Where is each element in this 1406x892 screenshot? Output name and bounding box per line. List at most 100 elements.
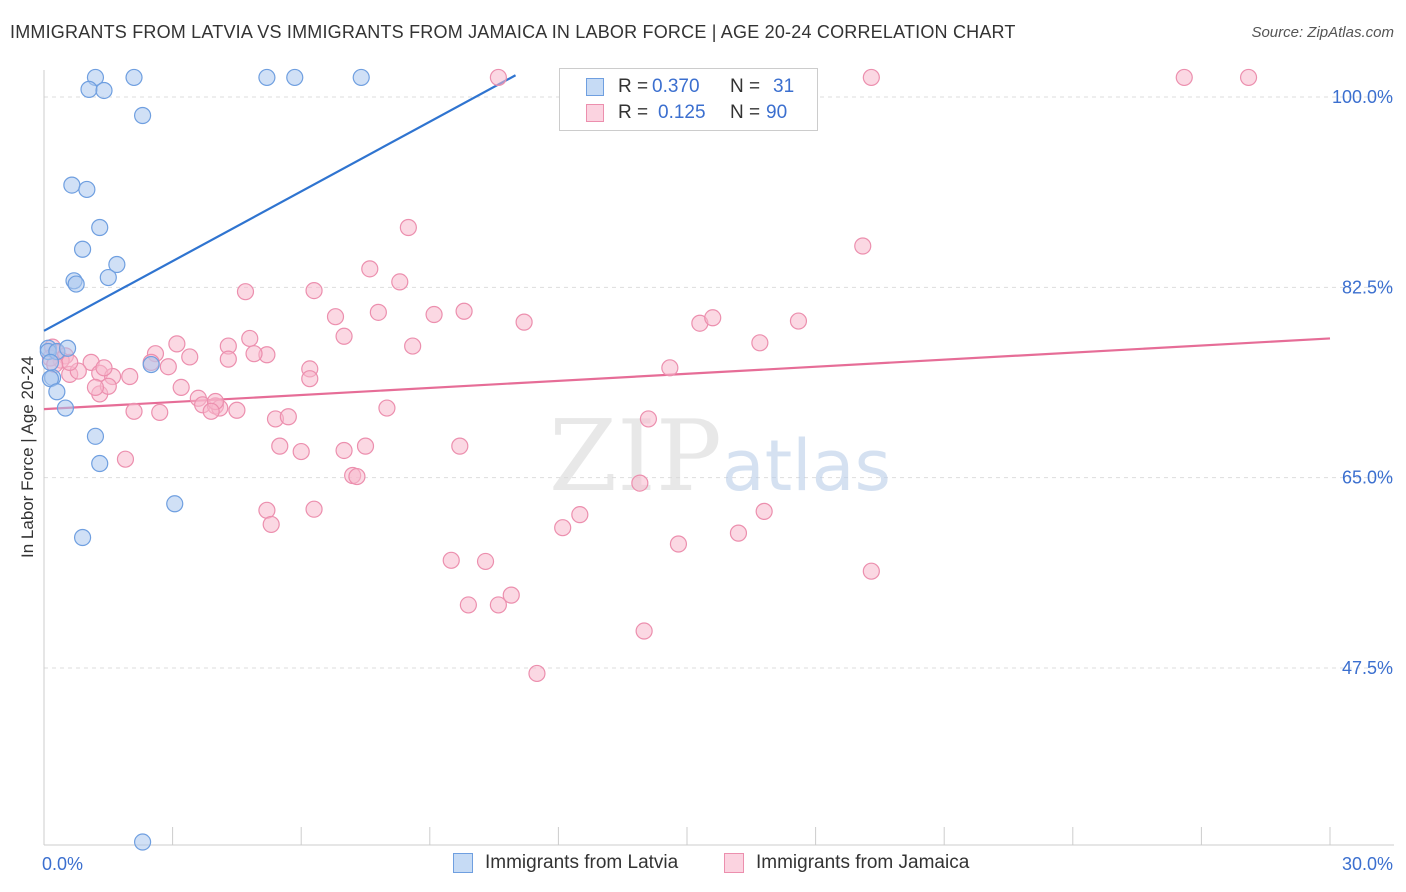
point-jamaica [236,283,255,301]
point-jamaica [489,68,507,87]
x-tick-label-min: 0.0% [42,854,83,874]
axes [43,70,1394,846]
point-jamaica [335,441,353,460]
point-jamaica [451,437,469,455]
legend-swatch-jamaica [586,104,604,122]
point-jamaica [1239,68,1258,87]
point-jamaica [729,524,748,542]
y-tick-label: 100.0% [1332,87,1393,107]
legend-r-value-latvia: 0.370 [652,76,700,97]
point-jamaica [489,596,507,614]
legend-n-value-jamaica: 90 [766,102,788,123]
point-jamaica [181,348,199,366]
y-tick-label: 65.0% [1342,468,1393,488]
point-jamaica [862,68,880,87]
point-jamaica [258,501,276,519]
point-jamaica [95,359,113,377]
point-jamaica [305,500,323,518]
point-latvia [95,81,113,100]
point-latvia [48,383,66,401]
point-jamaica [751,334,769,352]
x-tick-label-max: 30.0% [1342,854,1393,874]
point-jamaica [378,399,396,417]
point-jamaica [391,273,409,291]
point-jamaica [515,313,533,331]
point-jamaica [125,402,143,420]
point-latvia [142,355,160,374]
chart-title: IMMIGRANTS FROM LATVIA VS IMMIGRANTS FRO… [10,22,1016,42]
tick-labels: 100.0% 82.5% 65.0% 47.5% 0.0% 30.0% [42,87,1393,874]
point-jamaica [86,378,105,396]
point-latvia [166,495,184,513]
point-jamaica [245,345,263,363]
point-latvia [63,176,81,194]
point-latvia [67,275,85,293]
point-jamaica [271,437,289,455]
point-jamaica [121,367,139,386]
gridlines [44,96,1394,669]
point-jamaica [459,596,477,614]
point-latvia [91,454,109,473]
correlation-legend: R = 0.370 N = 31 R = 0.125 N = 90 [559,68,818,131]
point-jamaica [789,312,808,330]
point-jamaica [704,309,722,327]
point-jamaica [172,378,190,396]
point-jamaica [442,551,460,569]
point-jamaica [61,353,79,371]
point-jamaica [219,350,237,368]
point-jamaica [241,329,259,348]
point-latvia [73,240,92,258]
legend-r-label: R = [618,102,649,123]
point-jamaica [528,664,546,683]
point-jamaica [292,442,310,461]
point-jamaica [554,519,572,537]
bottom-legend-label-jamaica: Immigrants from Jamaica [756,852,970,873]
point-latvia [99,268,117,287]
y-tick-label: 47.5% [1342,658,1393,678]
point-jamaica [661,359,679,377]
point-latvia [125,68,143,87]
point-jamaica [151,403,169,422]
point-jamaica [571,506,589,524]
point-latvia [91,218,109,237]
point-jamaica [669,535,688,553]
point-latvia [56,399,75,417]
point-jamaica [348,467,366,486]
point-latvia [86,427,105,445]
point-latvia [80,80,98,98]
legend-swatch-latvia [586,78,604,96]
trend-line-latvia [43,74,517,332]
trend-lines [43,74,1331,411]
point-jamaica [262,515,280,534]
point-jamaica [335,327,353,345]
data-points [39,68,1258,851]
point-latvia [108,255,126,274]
point-jamaica [202,402,220,420]
point-jamaica [301,370,319,388]
point-latvia [41,353,60,371]
point-jamaica [425,305,443,324]
point-jamaica [361,260,379,278]
point-latvia [352,68,370,87]
trend-line-jamaica [43,337,1331,411]
point-jamaica [455,302,473,320]
point-jamaica [116,450,135,468]
point-latvia [78,180,96,199]
point-jamaica [228,401,246,419]
point-jamaica [755,502,773,520]
point-latvia [286,68,304,87]
point-latvia [73,528,92,547]
legend-n-label: N = [730,76,761,97]
point-jamaica [1175,68,1193,87]
point-jamaica [279,408,297,426]
watermark: ZIPatlas [549,400,891,514]
point-jamaica [502,586,520,604]
point-latvia [133,106,152,125]
point-jamaica [305,281,323,300]
bottom-legend-label-latvia: Immigrants from Latvia [485,852,679,873]
point-jamaica [854,237,872,255]
point-jamaica [399,218,417,237]
legend-r-label: R = [618,76,649,97]
chart-source: Source: ZipAtlas.com [1251,24,1394,41]
bottom-legend-swatch-latvia [453,853,473,873]
